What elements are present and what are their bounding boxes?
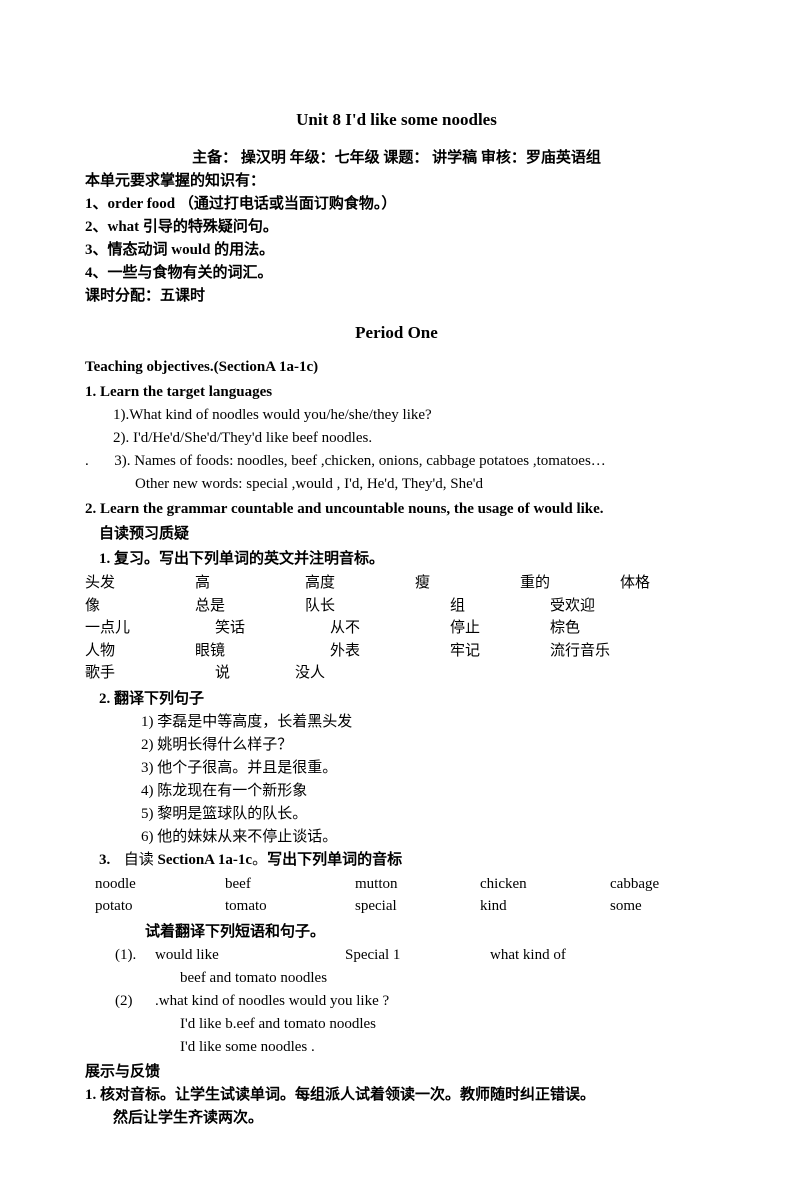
vocab-cell: 流行音乐 [550, 640, 610, 663]
word-cell: noodle [95, 873, 225, 896]
vocab-cell: 没人 [295, 662, 325, 685]
word-row-2: potato tomato special kind some [85, 895, 708, 918]
translate-item-5: 5) 黎明是篮球队的队长。 [85, 804, 708, 825]
section3-text: 自读 SectionA 1a-1c。写出下列单词的音标 [124, 852, 402, 868]
translate-item-6: 6) 他的妹妹从来不停止谈话。 [85, 827, 708, 848]
translate-item-3: 3) 他个子很高。并且是很重。 [85, 758, 708, 779]
vocab-cell: 像 [85, 595, 195, 618]
vocab-cell: 瘦 [415, 572, 520, 595]
vocab-cell: 棕色 [550, 617, 580, 640]
vocab-row-2: 像 总是 队长 组 受欢迎 [85, 595, 708, 618]
target-lang-head: 1. Learn the target languages [85, 382, 708, 403]
translate-item-1: 1) 李磊是中等高度，长着黑头发 [85, 712, 708, 733]
vocab-cell: 从不 [330, 617, 450, 640]
phrase1-b: Special 1 [345, 945, 490, 966]
knowledge-item-1: 1、order food （通过打电话或当面订购食物。） [85, 194, 708, 215]
vocab-row-1: 头发 高 高度 瘦 重的 体格 [85, 572, 708, 595]
target-item-2: 2). I'd/He'd/She'd/They'd like beef nood… [85, 428, 708, 449]
target3-text: 3). Names of foods: noodles, beef ,chick… [114, 453, 606, 469]
vocab-cell: 歌手 [85, 662, 215, 685]
phrase1-line: (1). would like Special 1 what kind of [85, 945, 708, 966]
feedback-item-1a: 1. 核对音标。让学生试读单词。每组派人试着领读一次。教师随时纠正错误。 [85, 1085, 708, 1106]
phrase1-label: (1). [115, 945, 155, 966]
unit-title: Unit 8 I'd like some noodles [85, 110, 708, 130]
vocab-row-4: 人物 眼镜 外表 牢记 流行音乐 [85, 640, 708, 663]
vocab-cell: 停止 [450, 617, 550, 640]
vocab-cell: 外表 [330, 640, 450, 663]
word-cell: chicken [480, 873, 610, 896]
schedule-line: 课时分配：五课时 [85, 286, 708, 307]
knowledge-item-2: 2、what 引导的特殊疑问句。 [85, 217, 708, 238]
teaching-objectives: Teaching objectives.(SectionA 1a-1c) [85, 357, 708, 378]
target-item-3b: Other new words: special ,would , I'd, H… [85, 474, 708, 495]
vocab-cell: 总是 [195, 595, 305, 618]
phrase2-c: I'd like some noodles . [85, 1037, 708, 1058]
grammar-head: 2. Learn the grammar countable and uncou… [85, 499, 708, 520]
vocab-cell: 一点儿 [85, 617, 215, 640]
vocab-cell: 眼镜 [195, 640, 330, 663]
word-cell: beef [225, 873, 355, 896]
translate-item-2: 2) 姚明长得什么样子？ [85, 735, 708, 756]
target-item-3: . 3). Names of foods: noodles, beef ,chi… [85, 451, 708, 472]
knowledge-item-4: 4、一些与食物有关的词汇。 [85, 263, 708, 284]
vocab-cell: 人物 [85, 640, 195, 663]
word-cell: kind [480, 895, 610, 918]
phrase-head: 试着翻译下列短语和句子。 [85, 922, 708, 943]
phrase2-a: .what kind of noodles would you like ? [155, 991, 389, 1012]
word-cell: special [355, 895, 480, 918]
vocab-cell: 受欢迎 [550, 595, 595, 618]
vocab-cell: 笑话 [215, 617, 330, 640]
section3-head: 3. 自读 SectionA 1a-1c。写出下列单词的音标 [85, 850, 708, 871]
knowledge-header: 本单元要求掌握的知识有： [85, 171, 708, 192]
vocab-cell: 高度 [305, 572, 415, 595]
meta-line: 主备： 操汉明 年级：七年级 课题： 讲学稿 审核：罗庙英语组 [85, 146, 708, 167]
preview-head: 自读预习质疑 [85, 524, 708, 545]
word-cell: cabbage [610, 873, 710, 896]
target-item-1: 1).What kind of noodles would you/he/she… [85, 405, 708, 426]
word-cell: mutton [355, 873, 480, 896]
review-head: 1. 复习。写出下列单词的英文并注明音标。 [85, 549, 708, 570]
vocab-row-5: 歌手 说 没人 [85, 662, 708, 685]
phrase2-line: (2) .what kind of noodles would you like… [85, 991, 708, 1012]
phrase1-c: what kind of [490, 945, 566, 966]
word-cell: potato [95, 895, 225, 918]
vocab-cell: 队长 [305, 595, 450, 618]
vocab-cell: 体格 [620, 572, 710, 595]
phrase2-b: I'd like b.eef and tomato noodles [85, 1014, 708, 1035]
vocab-cell: 高 [195, 572, 305, 595]
phrase1-d: beef and tomato noodles [85, 968, 708, 989]
word-row-1: noodle beef mutton chicken cabbage [85, 873, 708, 896]
knowledge-item-3: 3、情态动词 would 的用法。 [85, 240, 708, 261]
translate-item-4: 4) 陈龙现在有一个新形象 [85, 781, 708, 802]
vocab-row-3: 一点儿 笑话 从不 停止 棕色 [85, 617, 708, 640]
phrase2-label: (2) [115, 991, 155, 1012]
vocab-cell: 说 [215, 662, 295, 685]
phrase1-a: would like [155, 945, 345, 966]
word-cell: tomato [225, 895, 355, 918]
period-title: Period One [85, 323, 708, 343]
vocab-cell: 组 [450, 595, 550, 618]
vocab-cell: 重的 [520, 572, 620, 595]
word-cell: some [610, 895, 710, 918]
translate-head: 2. 翻译下列句子 [85, 689, 708, 710]
section3-num: 3. [99, 852, 110, 868]
vocab-cell: 牢记 [450, 640, 550, 663]
vocab-cell: 头发 [85, 572, 195, 595]
feedback-head: 展示与反馈 [85, 1062, 708, 1083]
target3-prefix: . [85, 453, 89, 469]
feedback-item-1b: 然后让学生齐读两次。 [85, 1108, 708, 1129]
document-page: Unit 8 I'd like some noodles 主备： 操汉明 年级：… [0, 0, 793, 1191]
